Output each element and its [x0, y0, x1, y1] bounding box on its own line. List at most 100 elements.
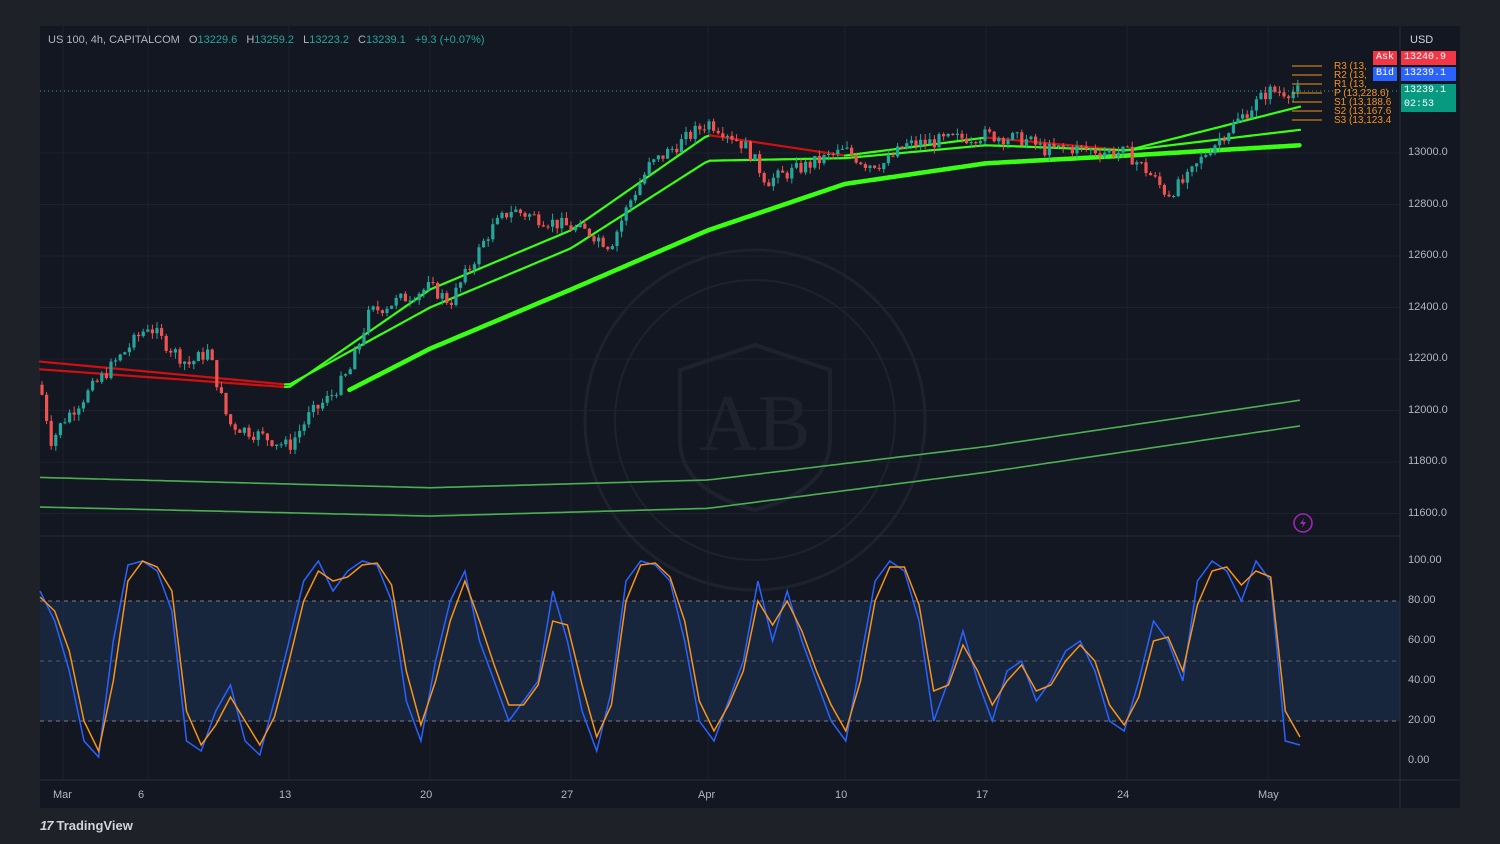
candle-body	[413, 300, 417, 302]
candle-body	[762, 173, 766, 183]
candle-body	[951, 133, 955, 135]
time-tick-label: 24	[1117, 789, 1130, 801]
candle-body	[863, 164, 867, 169]
candle-body	[675, 148, 679, 153]
candle-body	[1070, 146, 1074, 154]
candle-body	[1093, 148, 1097, 154]
candle-body	[298, 430, 302, 438]
candle-body	[1089, 148, 1093, 150]
candle-body	[1245, 114, 1249, 119]
stoch-tick-label: 0.00	[1408, 754, 1430, 766]
candle-body	[1153, 175, 1157, 177]
candle-body	[348, 369, 352, 375]
candle-body	[730, 135, 734, 140]
price-tick-label: 13000.0	[1408, 146, 1448, 158]
candle-body	[1149, 172, 1153, 176]
stoch-tick-label: 40.00	[1408, 674, 1436, 686]
candle-body	[261, 431, 265, 434]
candle-body	[367, 309, 371, 333]
candle-body	[1241, 114, 1245, 119]
candle-body	[647, 162, 651, 175]
candle-body	[293, 437, 297, 450]
candle-body	[965, 138, 969, 144]
candle-body	[468, 268, 472, 270]
candle-body	[827, 154, 831, 156]
candle-body	[978, 141, 982, 144]
candle-body	[233, 424, 237, 430]
pivot-label: S3 (13,123.4	[1334, 115, 1392, 126]
candle-body	[794, 162, 798, 168]
long-moving-average-line	[39, 425, 1301, 517]
candle-body	[252, 436, 256, 440]
candle-body	[505, 212, 509, 218]
candle-body	[1144, 162, 1148, 173]
candle-body	[376, 306, 380, 311]
candle-body	[1277, 91, 1281, 93]
candle-body	[564, 217, 568, 226]
candle-body	[1103, 152, 1107, 157]
candle-body	[905, 143, 909, 149]
candle-body	[882, 163, 886, 170]
candle-body	[183, 361, 187, 364]
candle-body	[1158, 176, 1162, 185]
symbol-label[interactable]: US 100, 4h, CAPITALCOM	[48, 34, 180, 46]
price-tick-label: 12600.0	[1408, 249, 1448, 261]
candle-body	[201, 352, 205, 360]
candle-body	[771, 177, 775, 187]
price-tick-label: 12800.0	[1408, 197, 1448, 210]
candle-body	[799, 162, 803, 173]
candle-body	[509, 212, 513, 218]
candle-body	[656, 155, 660, 160]
candle-body	[1172, 196, 1176, 198]
stoch-tick-label: 20.00	[1408, 714, 1436, 726]
candle-body	[362, 332, 366, 345]
candle-body	[408, 300, 412, 302]
ask-label: Ask	[1373, 51, 1398, 65]
candle-body	[58, 423, 62, 435]
pivot-label: R1 (13,	[1334, 79, 1367, 90]
candle-body	[1176, 179, 1180, 197]
candle-body	[528, 214, 532, 217]
stoch-tick-label: 100.00	[1408, 554, 1442, 566]
candle-body	[454, 287, 458, 305]
candle-body	[1287, 96, 1291, 99]
tradingview-logo[interactable]: 17 TradingView	[40, 818, 133, 833]
candle-body	[265, 433, 269, 441]
candle-body	[311, 404, 315, 413]
candle-body	[928, 139, 932, 145]
candle-body	[670, 148, 674, 150]
candle-body	[721, 133, 725, 137]
currency-label[interactable]: USD	[1410, 34, 1434, 46]
candle-body	[141, 331, 145, 337]
high-value: 13259.2	[254, 34, 295, 46]
candle-body	[206, 349, 210, 360]
candle-body	[164, 335, 168, 351]
stoch-k-line	[39, 559, 1301, 759]
candle-body	[661, 155, 665, 159]
candle-body	[891, 155, 895, 157]
candle-body	[91, 380, 95, 391]
candle-body	[652, 159, 656, 163]
candle-body	[344, 374, 348, 376]
time-tick-label: 6	[138, 789, 145, 801]
candle-body	[491, 224, 495, 240]
candle-body	[666, 149, 670, 159]
candle-body	[914, 140, 918, 146]
last-price-tag: 13239.1	[1401, 84, 1456, 98]
candle-body	[118, 354, 122, 361]
candle-body	[578, 223, 582, 228]
candle-body	[1029, 136, 1033, 140]
candle-body	[629, 200, 633, 208]
candle-body	[1250, 110, 1254, 119]
candle-body	[1264, 92, 1268, 100]
candle-body	[302, 424, 306, 431]
candle-body	[127, 347, 131, 353]
candle-body	[739, 140, 743, 149]
candle-body	[624, 207, 628, 221]
candle-body	[689, 131, 693, 139]
candle-body	[1135, 162, 1139, 165]
candle-body	[1167, 194, 1171, 197]
candle-body	[518, 209, 522, 214]
